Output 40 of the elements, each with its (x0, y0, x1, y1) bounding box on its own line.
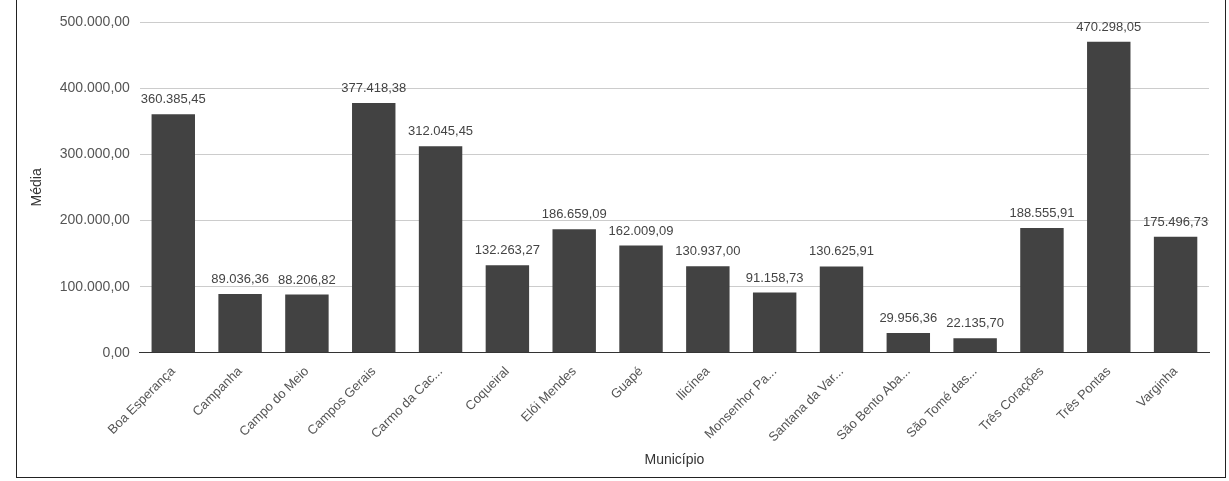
data-label: 88.206,82 (278, 271, 336, 287)
data-label: 132.263,27 (474, 242, 540, 258)
bar (1153, 236, 1198, 353)
data-label: 377.418,38 (341, 80, 407, 96)
y-axis-title: Média (28, 168, 45, 207)
data-label: 130.625,91 (808, 243, 875, 259)
y-tick-label: 0,00 (102, 343, 131, 360)
data-label: 89.036,36 (211, 270, 270, 286)
data-label: 186.659,09 (541, 206, 607, 222)
data-label: 29.956,36 (879, 310, 938, 326)
bar (352, 103, 396, 353)
data-label: 22.135,70 (946, 315, 1005, 331)
bar (752, 292, 797, 353)
bar (686, 266, 730, 353)
bar (552, 229, 596, 353)
data-label: 312.045,45 (408, 123, 474, 139)
data-label: 91.158,73 (745, 269, 804, 285)
bar (619, 245, 663, 353)
y-tick-label: 200.000,00 (59, 211, 131, 228)
data-label: 175.496,73 (1143, 213, 1209, 229)
data-label: 162.009,09 (608, 222, 674, 238)
bar (1087, 41, 1131, 353)
bar (953, 338, 997, 353)
bar (218, 293, 262, 353)
y-tick-label: 100.000,00 (59, 277, 131, 294)
bar (285, 294, 329, 353)
data-label: 470.298,05 (1076, 18, 1142, 34)
bar (886, 332, 931, 353)
bar (151, 114, 195, 353)
y-tick-label: 300.000,00 (59, 145, 131, 162)
data-label: 360.385,45 (140, 91, 206, 107)
bar (1020, 228, 1064, 353)
bar (485, 265, 530, 353)
x-axis-title: Município (644, 451, 705, 468)
y-tick-label: 500.000,00 (59, 12, 131, 29)
data-label: 188.555,91 (1009, 205, 1075, 221)
bar (418, 146, 463, 353)
data-label: 130.937,00 (675, 243, 741, 259)
bar (819, 266, 864, 353)
y-tick-label: 400.000,00 (59, 79, 131, 96)
